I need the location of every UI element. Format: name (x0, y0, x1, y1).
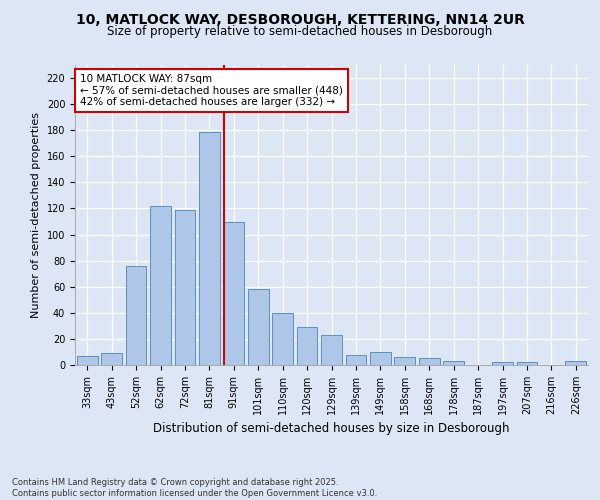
Bar (101, 354, 122, 365)
Bar (77, 356, 98, 365)
Bar (150, 206, 171, 365)
Y-axis label: Number of semi-detached properties: Number of semi-detached properties (31, 112, 41, 318)
Bar (492, 362, 513, 365)
Bar (199, 132, 220, 365)
Bar (517, 362, 538, 365)
X-axis label: Distribution of semi-detached houses by size in Desborough: Distribution of semi-detached houses by … (153, 422, 510, 436)
Bar (223, 222, 244, 365)
Bar (370, 352, 391, 365)
Bar (272, 313, 293, 365)
Text: 10 MATLOCK WAY: 87sqm
← 57% of semi-detached houses are smaller (448)
42% of sem: 10 MATLOCK WAY: 87sqm ← 57% of semi-deta… (80, 74, 343, 107)
Bar (296, 327, 317, 365)
Bar (248, 290, 269, 365)
Text: Contains HM Land Registry data © Crown copyright and database right 2025.
Contai: Contains HM Land Registry data © Crown c… (12, 478, 377, 498)
Bar (565, 361, 586, 365)
Bar (419, 358, 440, 365)
Text: Size of property relative to semi-detached houses in Desborough: Size of property relative to semi-detach… (107, 25, 493, 38)
Bar (175, 210, 196, 365)
Text: 10, MATLOCK WAY, DESBOROUGH, KETTERING, NN14 2UR: 10, MATLOCK WAY, DESBOROUGH, KETTERING, … (76, 12, 524, 26)
Bar (321, 335, 342, 365)
Bar (443, 361, 464, 365)
Bar (125, 266, 146, 365)
Bar (394, 357, 415, 365)
Bar (346, 354, 367, 365)
